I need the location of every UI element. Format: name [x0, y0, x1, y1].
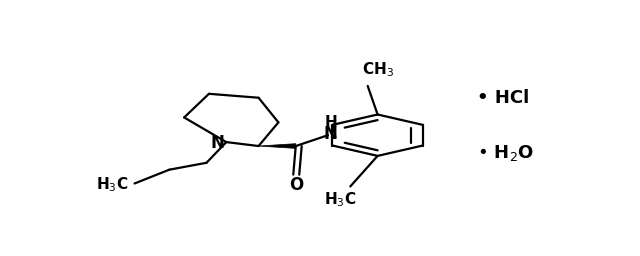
- Text: H$_3$C: H$_3$C: [96, 175, 129, 194]
- Text: O: O: [289, 176, 303, 195]
- Text: H: H: [325, 115, 338, 130]
- Text: • HCl: • HCl: [477, 89, 529, 107]
- Text: H$_3$C: H$_3$C: [324, 190, 356, 209]
- Text: • H$_2$O: • H$_2$O: [477, 143, 534, 163]
- Polygon shape: [259, 144, 296, 148]
- Text: CH$_3$: CH$_3$: [362, 61, 394, 80]
- Text: N: N: [211, 134, 225, 152]
- Text: N: N: [324, 125, 337, 143]
